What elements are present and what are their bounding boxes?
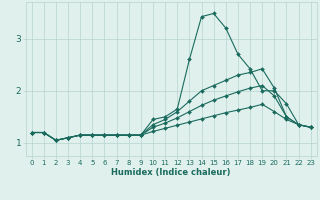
X-axis label: Humidex (Indice chaleur): Humidex (Indice chaleur) — [111, 168, 231, 177]
